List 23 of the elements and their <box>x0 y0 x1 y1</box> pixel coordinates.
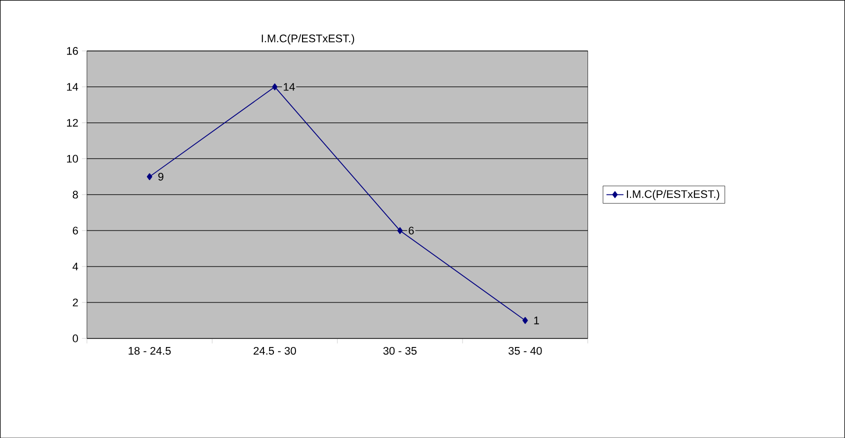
y-tick-label: 14 <box>67 82 78 90</box>
data-label: 6 <box>408 226 414 234</box>
data-label: 14 <box>284 82 295 90</box>
y-tick-label: 10 <box>67 154 78 162</box>
x-tick-label: 18 - 24.5 <box>128 346 171 355</box>
y-tick-label: 4 <box>72 262 78 270</box>
y-tick-label: 2 <box>72 298 78 306</box>
legend-label: I.M.C(P/ESTxEST.) <box>626 190 720 200</box>
y-tick-label: 0 <box>72 334 78 342</box>
x-tick-label: 30 - 35 <box>383 346 417 355</box>
point <box>522 316 528 324</box>
y-tick-label: 8 <box>72 190 78 198</box>
point <box>146 173 152 180</box>
data-label: 9 <box>158 172 164 180</box>
chart-title: I.M.C(P/ESTxEST.) <box>262 34 354 44</box>
y-tick-label: 12 <box>67 118 78 126</box>
point <box>397 226 403 234</box>
x-tick-label: 35 - 40 <box>508 346 542 355</box>
y-tick-label: 16 <box>67 46 78 55</box>
point <box>272 83 278 90</box>
data-label: 1 <box>534 316 539 324</box>
y-tick-label: 6 <box>72 226 78 234</box>
x-tick-label: 24.5 - 30 <box>254 346 296 355</box>
